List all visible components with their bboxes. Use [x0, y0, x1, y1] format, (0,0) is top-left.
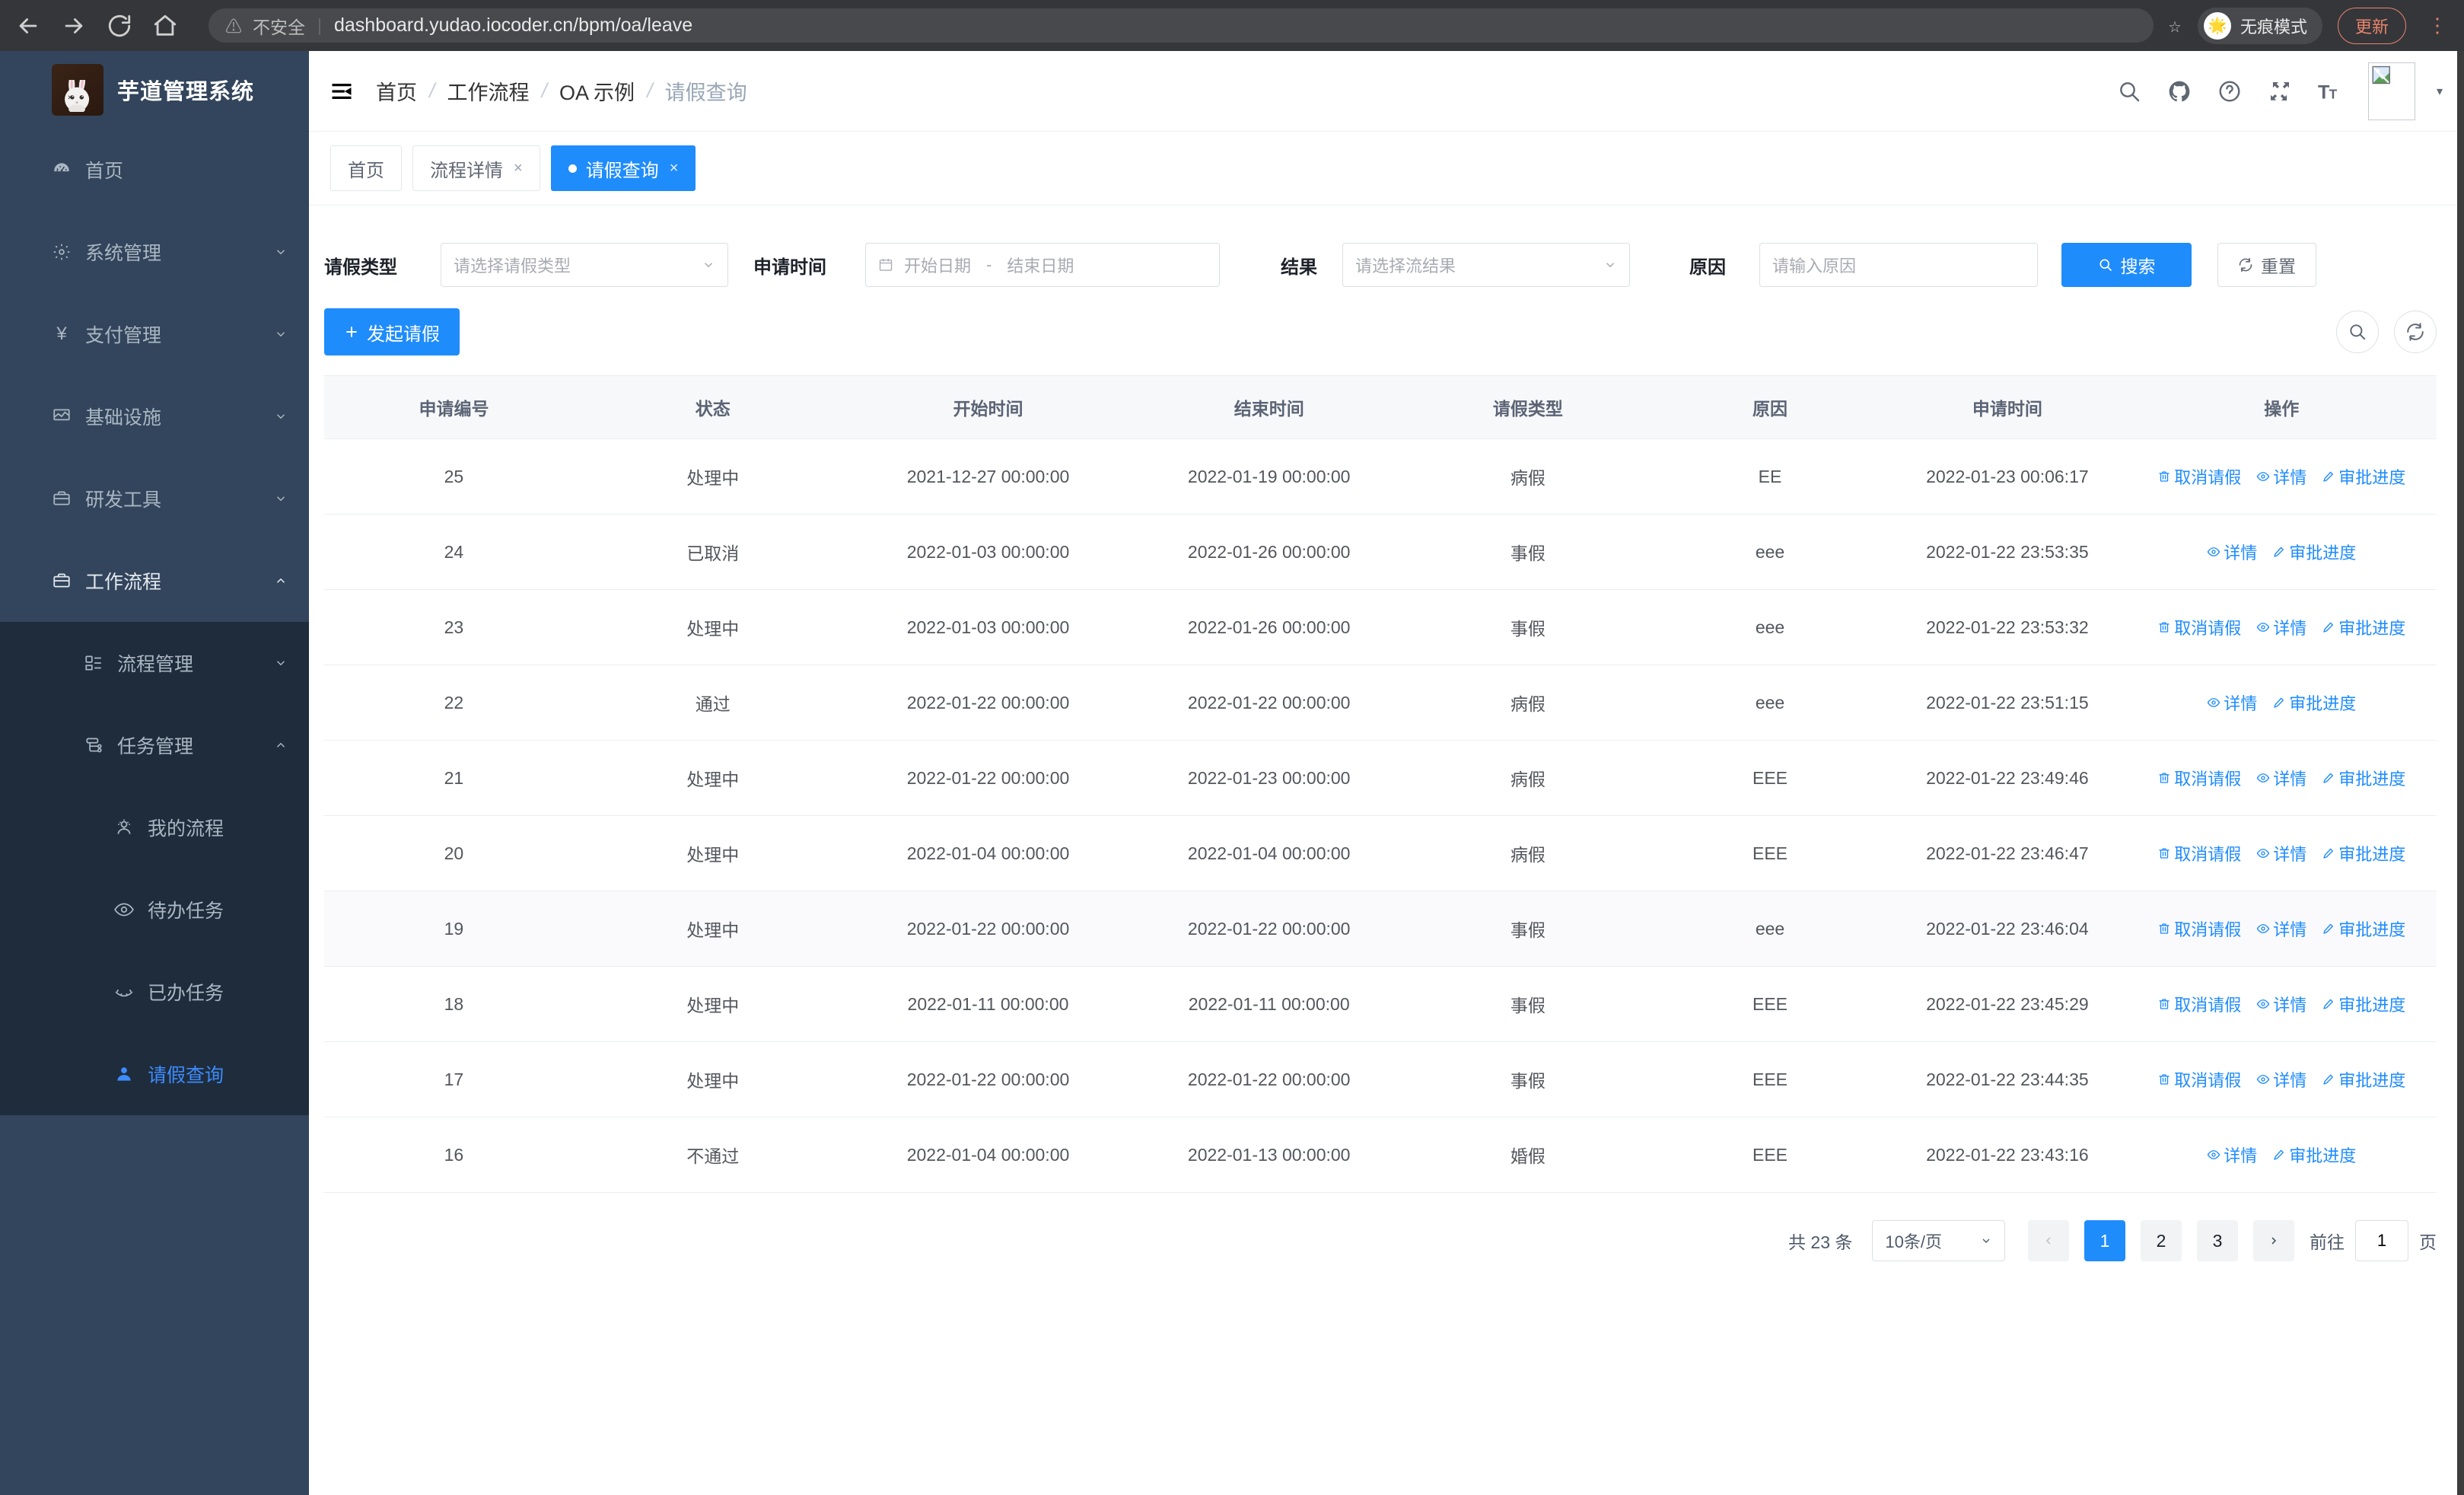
svg-text:T: T [2329, 86, 2338, 101]
svg-text:T: T [2318, 81, 2330, 103]
